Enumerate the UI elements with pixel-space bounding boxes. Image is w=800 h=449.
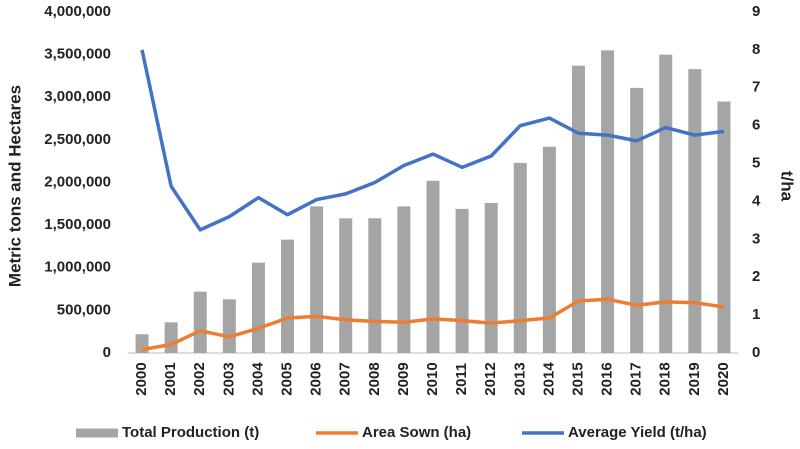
- line-series: [140, 49, 725, 232]
- y2-tick-label: 9: [752, 3, 760, 20]
- y2-tick-label: 6: [752, 117, 760, 134]
- y-tick-label: 3,000,000: [44, 88, 111, 105]
- x-tick-label: 2005: [278, 362, 295, 395]
- x-tick-label: 2020: [715, 362, 732, 395]
- bar: [571, 65, 585, 354]
- x-tick-label: 2015: [569, 362, 586, 395]
- x-tick-label: 2008: [366, 362, 383, 395]
- bar: [339, 218, 353, 353]
- y-tick-label: 1,000,000: [44, 259, 111, 276]
- x-tick-label: 2003: [220, 362, 237, 395]
- bar: [281, 239, 295, 353]
- bar: [310, 206, 324, 353]
- x-tick-label: 2009: [395, 362, 412, 395]
- x-tick-label: 2006: [308, 362, 325, 395]
- y-tick-label: 1,500,000: [44, 216, 111, 233]
- y2-tick-label: 1: [752, 306, 760, 323]
- line-series: [141, 297, 725, 352]
- y2-tick-label: 2: [752, 268, 760, 285]
- bar: [630, 87, 644, 353]
- y2-axis-title: t/ha: [778, 171, 797, 202]
- bar: [484, 202, 498, 353]
- y-axis-title: Metric tons and Hectares: [5, 85, 24, 287]
- y2-tick-label: 0: [752, 344, 760, 361]
- y2-tick-label: 3: [752, 230, 760, 247]
- x-tick-label: 2000: [133, 362, 150, 395]
- legend-label: Total Production (t): [122, 424, 259, 441]
- bar: [601, 50, 615, 354]
- x-tick-label: 2019: [686, 362, 703, 395]
- bar: [222, 299, 236, 353]
- x-tick-label: 2002: [191, 362, 208, 395]
- bar: [455, 208, 469, 353]
- y-tick-label: 500,000: [57, 301, 111, 318]
- x-tick-label: 2012: [482, 362, 499, 395]
- bar: [164, 322, 178, 353]
- y-tick-label: 3,500,000: [44, 46, 111, 63]
- x-tick-label: 2017: [628, 362, 645, 395]
- bar: [513, 162, 527, 353]
- y2-tick-label: 8: [752, 41, 760, 58]
- y2-tick-label: 7: [752, 79, 760, 96]
- x-tick-label: 2018: [657, 362, 674, 395]
- bar: [542, 146, 556, 353]
- bar: [688, 69, 702, 354]
- y-tick-label: 4,000,000: [44, 3, 111, 20]
- legend-label: Average Yield (t/ha): [568, 424, 707, 441]
- x-tick-label: 2014: [540, 362, 557, 396]
- y2-tick-label: 5: [752, 155, 760, 172]
- bar: [717, 101, 731, 353]
- x-tick-label: 2007: [337, 362, 354, 395]
- x-tick-label: 2004: [249, 362, 266, 396]
- x-tick-label: 2010: [424, 362, 441, 395]
- bar: [193, 291, 207, 353]
- y-tick-label: 2,500,000: [44, 131, 111, 148]
- legend-swatch: [76, 428, 118, 438]
- x-tick-label: 2011: [453, 363, 470, 396]
- bar: [426, 180, 440, 353]
- x-tick-label: 2001: [162, 362, 179, 395]
- bar: [659, 54, 673, 353]
- y-tick-label: 0: [103, 344, 111, 361]
- y-tick-label: 2,000,000: [44, 173, 111, 190]
- legend-label: Area Sown (ha): [362, 424, 471, 441]
- bar: [251, 262, 265, 353]
- x-tick-label: 2016: [599, 362, 616, 395]
- y2-tick-label: 4: [752, 192, 761, 209]
- x-tick-label: 2013: [511, 362, 528, 395]
- bar: [397, 206, 411, 353]
- bar: [368, 218, 382, 353]
